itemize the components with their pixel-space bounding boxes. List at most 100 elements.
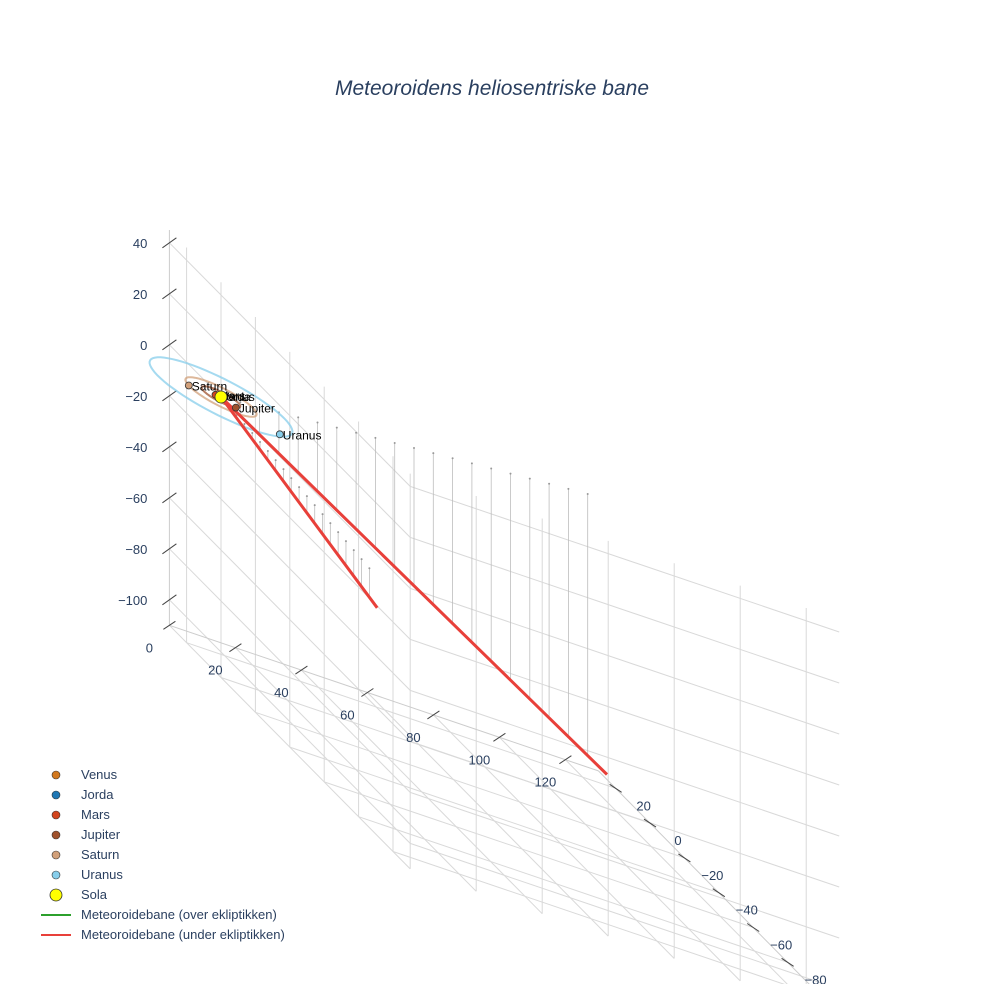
z-tick-mark [162,543,177,555]
x-tick-label: 0 [146,640,153,655]
wall-grid-z [410,536,840,684]
z-tick-mark [162,492,177,504]
floor-grid-y [324,781,754,928]
drop-dot [266,450,269,453]
z-tick-label: 40 [133,236,147,251]
legend-item[interactable]: Venus [51,767,118,782]
wall-grid-z [410,740,840,888]
planet-label: Jupiter [239,402,275,416]
drop-dot [239,401,242,404]
legend-marker [51,790,61,800]
z-tick-mark [162,594,177,606]
legend-label: Jupiter [81,827,121,842]
wall2-grid-z [169,293,411,538]
planet-saturn[interactable] [184,381,193,390]
x-tick-label: 60 [340,708,354,723]
chart-title: Meteoroidens heliosentriske bane [335,77,649,100]
y-tick-mark [746,923,760,932]
drop-dot [321,513,324,516]
wall2-grid-z [169,548,411,793]
drop-layer [227,401,589,756]
drop-dot [413,447,415,450]
y-tick-label: −40 [736,903,758,918]
legend-item[interactable]: Mars [51,807,110,822]
z-tick-label: −100 [118,593,147,608]
y-tick-label: −60 [770,938,792,953]
drop-dot [432,452,435,455]
x-tick-mark [559,755,572,765]
drop-dot [297,416,300,419]
drop-dot [335,426,338,429]
wall-grid-z [410,587,840,735]
drop-dot [298,486,301,489]
legend-label: Meteoroidebane (over ekliptikken) [81,907,277,922]
legend-item[interactable]: Saturn [51,847,119,862]
legend-item[interactable]: Meteoroidebane (over ekliptikken) [41,907,277,922]
drop-dot [274,459,277,462]
wall-grid-z [410,485,840,633]
tick-layer: 0 20 40 60 80 100 120 −100 −80 −60 −40 −20 0 20 40 20 0 −… [118,236,827,984]
legend-label: Meteoroidebane (under ekliptikken) [81,927,285,942]
floor-grid-y [392,851,785,984]
legend-marker [51,850,61,860]
z-tick-label: −20 [125,389,147,404]
grid-layer [168,230,840,984]
z-tick-mark [162,390,177,402]
y-tick-label: −80 [805,972,827,984]
drop-dot [313,504,316,507]
legend-item[interactable]: Jorda [51,787,114,802]
legend-sun-marker [49,888,63,902]
legend-item[interactable]: Meteoroidebane (under ekliptikken) [41,927,285,942]
wall2-grid-z [169,242,411,487]
floor-grid-y [255,711,685,859]
wall2-grid-z [169,497,411,742]
drop-dot [251,432,254,435]
drop-dot [329,522,332,525]
legend-marker [51,870,61,880]
wall-grid-z [410,842,827,984]
legend-item[interactable]: Jupiter [51,827,121,842]
planet-label: Venus [221,390,254,404]
drop-dot [352,549,355,552]
floor-grid-y [289,746,719,894]
drop-dot [470,462,473,465]
drop-dot [344,540,347,543]
x-tick-mark [427,710,440,720]
drop-dot [490,467,493,470]
legend-marker [51,830,61,840]
drop-dot [243,423,246,426]
x-tick-mark [229,643,242,653]
wall2-grid-z [169,446,411,691]
drop-dot [368,567,371,570]
z-tick-label: −60 [125,491,147,506]
z-tick-label: 20 [133,287,147,302]
legend-label: Uranus [81,867,123,882]
wall2-grid-z [169,344,411,589]
legend-item[interactable]: Sola [49,887,108,902]
drop-dot [374,436,377,439]
legend-label: Sola [81,887,108,902]
x-tick-label: 120 [535,775,557,790]
drop-dot [290,477,293,480]
z-tick-label: −40 [125,440,147,455]
axis-edge-x [169,624,599,772]
legend[interactable]: Venus Jorda Mars Jupiter Saturn Uranus Sola Met… [41,767,285,942]
sun-marker[interactable] [214,390,228,404]
planet-label: Uranus [283,428,322,442]
drop-dot [337,531,340,534]
legend-label: Jorda [81,787,114,802]
planet-jupiter[interactable] [231,403,240,412]
drop-dot [567,487,570,490]
drop-dot [586,492,589,495]
y-tick-mark [781,957,794,967]
x-tick-label: 20 [208,663,222,678]
drop-dot [258,406,261,409]
legend-item[interactable]: Uranus [51,867,123,882]
wall2-grid-z [169,599,411,844]
drop-dot [259,441,262,444]
x-tick-label: 80 [406,730,420,745]
drop-dot [393,441,396,444]
x-tick-label: 40 [274,685,288,700]
legend-label: Saturn [81,847,119,862]
planet-uranus[interactable] [275,430,284,439]
